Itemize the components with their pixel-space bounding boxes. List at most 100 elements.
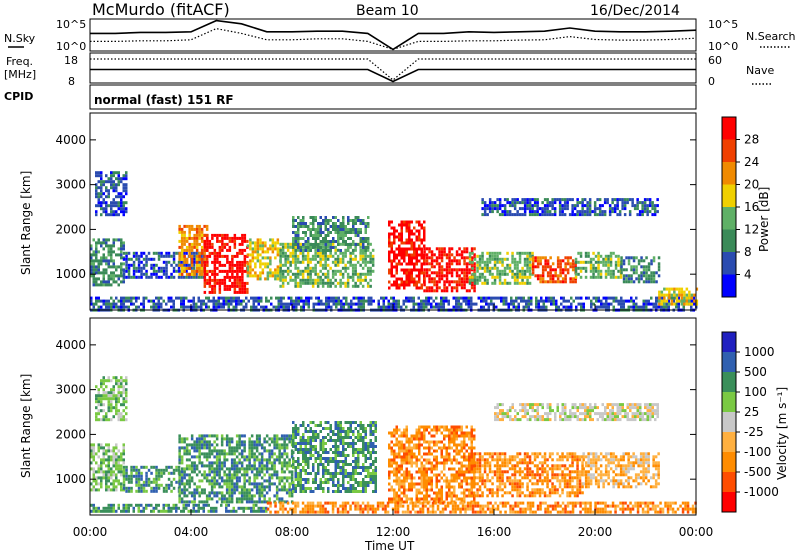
power-cell bbox=[115, 305, 118, 309]
power-cell bbox=[415, 286, 418, 290]
power-cell bbox=[512, 299, 515, 303]
velocity-cell bbox=[100, 382, 103, 386]
velocity-cell bbox=[235, 446, 239, 450]
power-cell bbox=[225, 296, 228, 300]
velocity-cell bbox=[102, 473, 105, 477]
power-cell bbox=[425, 299, 428, 303]
power-cell bbox=[162, 272, 166, 276]
power-cell bbox=[226, 236, 229, 240]
power-cell bbox=[545, 305, 548, 309]
power-cell bbox=[352, 240, 355, 243]
velocity-cell bbox=[283, 434, 286, 438]
power-cell bbox=[655, 299, 658, 303]
velocity-cell bbox=[92, 470, 95, 474]
velocity-cell bbox=[253, 446, 256, 450]
power-cell bbox=[663, 296, 666, 300]
power-cell bbox=[351, 266, 355, 270]
power-cell bbox=[652, 280, 656, 284]
power-cell bbox=[482, 305, 485, 309]
power-cell bbox=[307, 302, 310, 306]
velocity-cell bbox=[283, 446, 286, 450]
power-cell bbox=[167, 299, 170, 303]
power-cell bbox=[231, 239, 234, 243]
power-cell bbox=[326, 272, 330, 276]
power-cell bbox=[326, 284, 330, 288]
velocity-cell bbox=[107, 391, 110, 395]
power-cell bbox=[152, 263, 156, 267]
velocity-cell bbox=[112, 415, 115, 419]
power-cell bbox=[357, 296, 360, 300]
power-cell bbox=[100, 180, 103, 184]
power-cell bbox=[135, 251, 138, 255]
power-cell bbox=[549, 274, 552, 278]
power-cell bbox=[339, 257, 342, 261]
velocity-cell bbox=[117, 479, 120, 483]
power-cell bbox=[319, 249, 322, 252]
power-cell bbox=[672, 296, 675, 300]
power-cell bbox=[442, 299, 445, 303]
power-cell bbox=[102, 299, 105, 303]
velocity-cell bbox=[188, 464, 191, 468]
power-cell bbox=[95, 204, 98, 208]
velocity-cell bbox=[132, 468, 136, 472]
power-cell bbox=[496, 198, 499, 202]
velocity-cell bbox=[152, 489, 156, 493]
velocity-cell bbox=[302, 457, 305, 460]
power-cell bbox=[183, 248, 186, 252]
power-cell bbox=[636, 207, 639, 211]
power-cell bbox=[319, 216, 322, 219]
power-cell bbox=[471, 266, 474, 270]
power-cell bbox=[137, 257, 141, 261]
power-cell bbox=[107, 244, 110, 248]
power-cell bbox=[544, 265, 547, 269]
velocity-cell bbox=[122, 471, 126, 475]
velocity-cell bbox=[185, 464, 189, 468]
power-cell bbox=[561, 280, 565, 284]
power-cell bbox=[165, 302, 168, 306]
velocity-cell bbox=[225, 458, 229, 462]
power-cell bbox=[233, 245, 237, 249]
power-cell bbox=[491, 201, 494, 205]
power-cell bbox=[650, 262, 653, 266]
power-cell bbox=[569, 277, 572, 281]
velocity-cell bbox=[100, 400, 103, 404]
power-cell bbox=[468, 271, 471, 275]
velocity-cell bbox=[263, 440, 266, 444]
velocity-cell bbox=[185, 437, 189, 441]
power-cell bbox=[622, 302, 625, 306]
power-cell bbox=[598, 213, 602, 217]
power-cell bbox=[481, 251, 484, 255]
velocity-cell bbox=[117, 385, 120, 389]
power-cell bbox=[243, 260, 247, 264]
velocity-cell bbox=[280, 470, 284, 474]
velocity-cell bbox=[150, 471, 153, 475]
power-cell bbox=[488, 254, 492, 258]
velocity-cell bbox=[223, 494, 226, 498]
velocity-cell bbox=[223, 482, 226, 486]
power-cell bbox=[535, 302, 538, 306]
velocity-cell bbox=[307, 439, 310, 442]
power-cell bbox=[337, 219, 340, 222]
velocity-cell bbox=[188, 467, 191, 471]
power-cell bbox=[125, 183, 128, 187]
power-cell bbox=[455, 250, 459, 254]
power-cell bbox=[647, 302, 650, 306]
power-cell bbox=[256, 238, 260, 242]
velocity-cell bbox=[314, 439, 317, 442]
velocity-cell bbox=[117, 409, 120, 413]
power-cell bbox=[180, 275, 183, 279]
power-cell bbox=[366, 269, 370, 273]
power-cell bbox=[641, 210, 644, 214]
power-cell bbox=[400, 241, 403, 245]
power-cell bbox=[299, 251, 302, 255]
velocity-cell bbox=[235, 455, 239, 459]
power-cell bbox=[127, 266, 131, 270]
power-cell bbox=[198, 257, 201, 261]
power-cell bbox=[223, 269, 227, 273]
power-cell bbox=[655, 280, 658, 284]
power-cell bbox=[393, 265, 396, 269]
power-cell bbox=[321, 278, 325, 282]
power-cell bbox=[410, 259, 413, 263]
power-cell bbox=[200, 230, 204, 234]
power-cell bbox=[200, 245, 204, 249]
